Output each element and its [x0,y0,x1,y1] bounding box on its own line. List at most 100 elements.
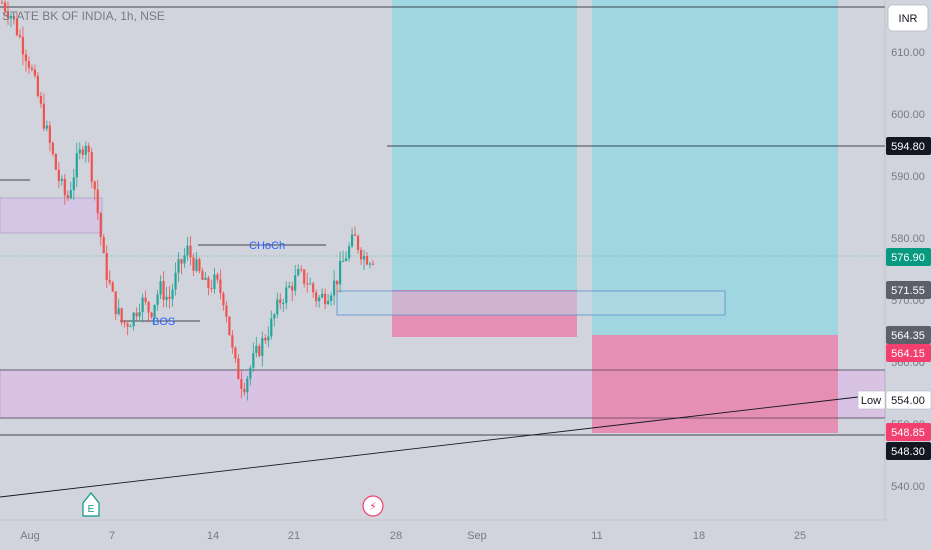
candle-body [15,19,19,35]
long-position-stop-zone[interactable] [592,335,838,433]
candle-body [84,145,87,155]
candle-body [318,297,321,302]
order-block-zone[interactable] [336,290,726,316]
candle-body [51,142,54,154]
candle-body [81,149,84,155]
candle-body [33,69,37,76]
candle-body [297,269,300,276]
candle-body [210,288,213,290]
candle-body [341,260,345,262]
candle-body [324,293,327,305]
candle-body [12,16,16,20]
candle-body [159,281,162,295]
candle-body [66,195,69,199]
supply-zone[interactable] [0,197,103,234]
candle-body [63,178,66,196]
currency-button-label: INR [899,13,918,25]
candle-body [39,95,42,104]
currency-button[interactable]: INR [887,4,929,32]
candle-body [222,293,225,306]
candle-body [237,358,240,380]
candle-body [135,312,138,317]
candle-body [327,301,330,305]
candle-body [234,347,237,359]
candle-body [276,299,279,315]
time-axis[interactable]: Aug 7 14 21 28 Sep 11 18 25 [20,530,806,542]
time-axis-tick: Sep [467,530,487,542]
candle-body [186,245,189,256]
price-tag-value: 548.85 [891,427,925,439]
price-axis-tick: 600.00 [891,109,925,121]
candle-body [9,16,13,19]
price-tag-value: 564.35 [891,330,925,342]
candle-body [267,336,270,341]
price-tag [886,281,931,299]
candle-body [216,274,219,280]
candle-body [72,177,75,191]
candle-body [60,178,63,181]
candle-body [321,293,324,298]
long-position-target-zone[interactable] [592,0,838,335]
candle-body [93,181,96,190]
candle-body [300,269,303,271]
price-tag-value: 571.55 [891,285,925,297]
candle-body [201,271,204,280]
candle-body [144,297,147,302]
candle-body [87,145,90,152]
candle-body [371,263,375,265]
candle-body [177,259,180,273]
price-tag-value: 576.90 [891,252,925,264]
candle-body [57,169,60,181]
candle-body [273,314,276,319]
price-axis-tick: 590.00 [891,171,925,183]
candle-body [24,54,28,62]
candle-body [294,275,297,291]
candle-body [359,249,363,260]
earnings-marker-shape[interactable] [82,492,100,517]
earnings-marker[interactable]: E [82,492,100,517]
news-marker[interactable]: ⚡ [362,495,384,517]
price-tag-label: Low [861,395,881,407]
price-tags: 594.80 576.90 571.55 564.35 564.15 Low 554.00 5… [857,137,932,460]
candle-body [165,296,168,300]
news-marker-shape[interactable] [362,495,384,517]
candle-body [309,283,312,285]
trend-line[interactable] [0,396,859,498]
candle-body [356,235,360,250]
candle-body [198,259,201,272]
candle-body [261,338,264,356]
candle-body [114,291,117,315]
candle-body [270,318,273,337]
candle-body [225,305,228,317]
time-axis-tick: Aug [20,530,40,542]
candle-body [192,257,195,271]
price-axis-tick: 610.00 [891,47,925,59]
candle-body [282,302,285,304]
candle-body [54,153,57,170]
candle-body [246,378,249,393]
candle-body [30,67,34,70]
candle-series [0,0,375,401]
candle-body [333,280,336,296]
candle-body [156,294,159,305]
candle-body [117,308,120,315]
candle-body [303,269,306,284]
time-axis-tick: 21 [288,530,300,542]
candle-body [153,304,156,317]
candle-body [264,338,267,341]
candle-body [105,253,108,281]
candle-body [0,2,4,4]
candle-body [171,289,174,299]
candle-body [362,256,366,260]
symbol-title: STATE BK OF INDIA, 1h, NSE [2,9,165,23]
candle-body [18,34,22,37]
candle-body [338,260,342,285]
currency-button-frame[interactable] [887,4,929,32]
candle-body [228,316,231,336]
price-tag [886,423,931,441]
long-position-target-zone[interactable] [392,0,577,290]
candle-body [213,274,216,289]
time-axis-tick: 28 [390,530,402,542]
candle-body [219,279,222,294]
